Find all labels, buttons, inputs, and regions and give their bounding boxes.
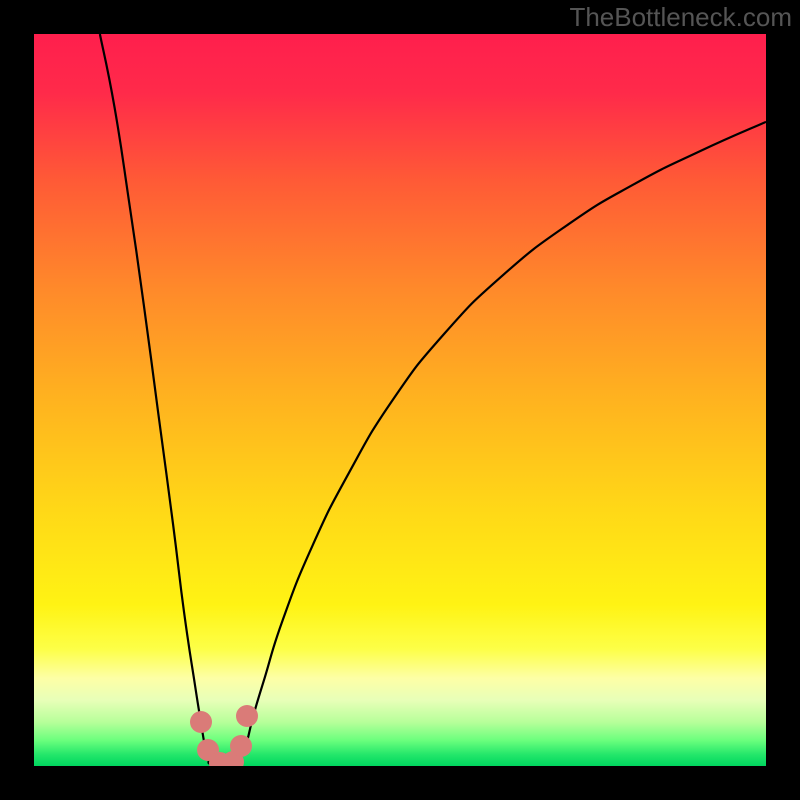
data-marker — [230, 735, 252, 757]
plot-area — [34, 34, 766, 766]
marker-layer — [34, 34, 766, 766]
data-marker — [236, 705, 258, 727]
data-marker — [190, 711, 212, 733]
watermark-text: TheBottleneck.com — [569, 2, 792, 33]
bottleneck-chart: TheBottleneck.com — [0, 0, 800, 800]
